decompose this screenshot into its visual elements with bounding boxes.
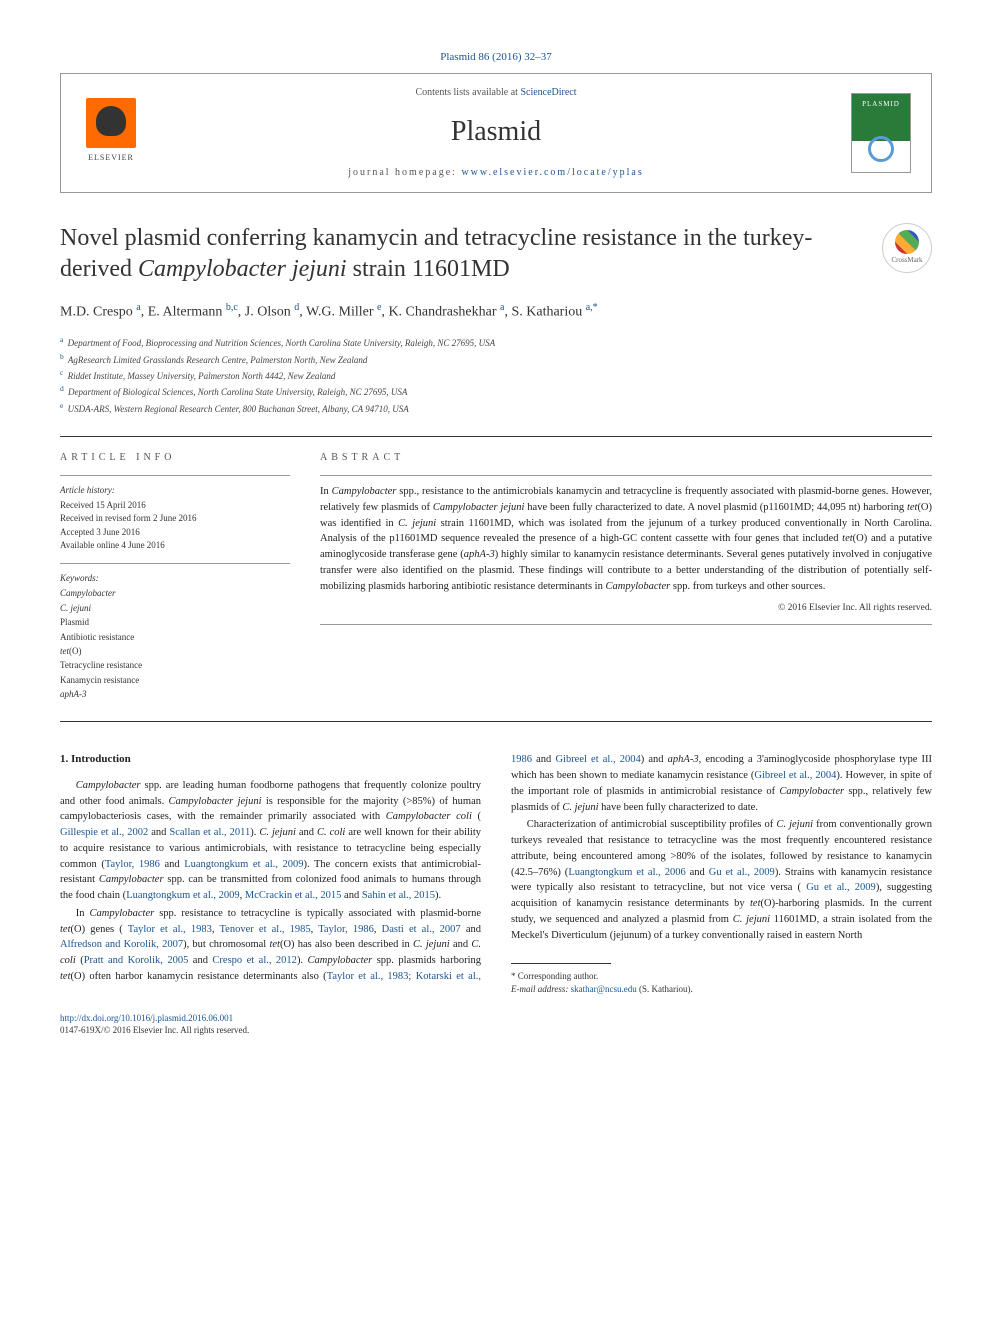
intro-heading: 1. Introduction <box>60 752 481 767</box>
article-info-heading: article info <box>60 451 290 465</box>
affiliation-item: b AgResearch Limited Grasslands Research… <box>60 351 932 367</box>
abstract-col: abstract In Campylobacter spp., resistan… <box>320 451 932 701</box>
elsevier-logo: ELSEVIER <box>81 98 141 168</box>
citation-line: Plasmid 86 (2016) 32–37 <box>60 50 932 65</box>
sciencedirect-link[interactable]: ScienceDirect <box>520 87 576 98</box>
abstract-divider-bottom <box>320 624 932 625</box>
abstract-divider <box>320 475 932 476</box>
keywords-label: Keywords: <box>60 572 290 585</box>
journal-homepage: journal homepage: www.elsevier.com/locat… <box>141 166 851 180</box>
info-divider-2 <box>60 563 290 564</box>
journal-cover-thumbnail <box>851 93 911 173</box>
abstract-text: In Campylobacter spp., resistance to the… <box>320 484 932 594</box>
corresponding-author: * Corresponding author. <box>511 970 932 983</box>
contents-line: Contents lists available at ScienceDirec… <box>141 86 851 100</box>
elsevier-tree-icon <box>86 98 136 148</box>
email-link[interactable]: skathar@ncsu.edu <box>571 984 637 994</box>
page-root: Plasmid 86 (2016) 32–37 ELSEVIER Content… <box>0 0 992 1087</box>
homepage-label: journal homepage: <box>348 167 461 178</box>
info-divider-1 <box>60 475 290 476</box>
affiliation-item: c Riddet Institute, Massey University, P… <box>60 367 932 383</box>
keywords-list: CampylobacterC. jejuniPlasmidAntibiotic … <box>60 586 290 701</box>
info-abstract-row: article info Article history: Received 1… <box>60 451 932 701</box>
title-text-2: strain 11601MD <box>347 256 510 282</box>
crossmark-icon <box>895 230 919 254</box>
crossmark-label: CrossMark <box>891 256 922 266</box>
page-footer: http://dx.doi.org/10.1016/j.plasmid.2016… <box>60 1012 932 1037</box>
body-paragraph: Campylobacter spp. are leading human foo… <box>60 778 481 904</box>
doi-link[interactable]: http://dx.doi.org/10.1016/j.plasmid.2016… <box>60 1013 233 1023</box>
journal-header: ELSEVIER Contents lists available at Sci… <box>60 73 932 192</box>
divider-mid <box>60 721 932 722</box>
divider-top <box>60 436 932 437</box>
header-center: Contents lists available at ScienceDirec… <box>141 86 851 179</box>
crossmark-badge[interactable]: CrossMark <box>882 223 932 273</box>
elsevier-label: ELSEVIER <box>88 152 134 163</box>
email-label: E-mail address: <box>511 984 568 994</box>
email-name: (S. Kathariou). <box>639 984 693 994</box>
author-list: M.D. Crespo a, E. Altermann b,c, J. Olso… <box>60 301 932 322</box>
email-line: E-mail address: skathar@ncsu.edu (S. Kat… <box>511 983 932 996</box>
affiliation-list: a Department of Food, Bioprocessing and … <box>60 334 932 416</box>
article-info-col: article info Article history: Received 1… <box>60 451 290 701</box>
issn-line: 0147-619X/© 2016 Elsevier Inc. All right… <box>60 1025 249 1035</box>
history-label: Article history: <box>60 484 290 497</box>
body-text: Campylobacter spp. are leading human foo… <box>60 752 932 995</box>
journal-name: Plasmid <box>141 112 851 151</box>
title-row: Novel plasmid conferring kanamycin and t… <box>60 223 932 285</box>
history-text: Received 15 April 2016Received in revise… <box>60 499 290 553</box>
body-paragraph: Characterization of antimicrobial suscep… <box>511 817 932 943</box>
contents-text: Contents lists available at <box>415 87 520 98</box>
article-title: Novel plasmid conferring kanamycin and t… <box>60 223 860 285</box>
title-taxon: Campylobacter jejuni <box>138 256 347 282</box>
body-section: 1. Introduction Campylobacter spp. are l… <box>60 752 932 995</box>
affiliation-item: e USDA-ARS, Western Regional Research Ce… <box>60 400 932 416</box>
abstract-heading: abstract <box>320 451 932 465</box>
affiliation-item: a Department of Food, Bioprocessing and … <box>60 334 932 350</box>
abstract-copyright: © 2016 Elsevier Inc. All rights reserved… <box>320 602 932 615</box>
homepage-link[interactable]: www.elsevier.com/locate/yplas <box>461 167 643 178</box>
affiliation-item: d Department of Biological Sciences, Nor… <box>60 383 932 399</box>
footnote-separator <box>511 963 611 964</box>
